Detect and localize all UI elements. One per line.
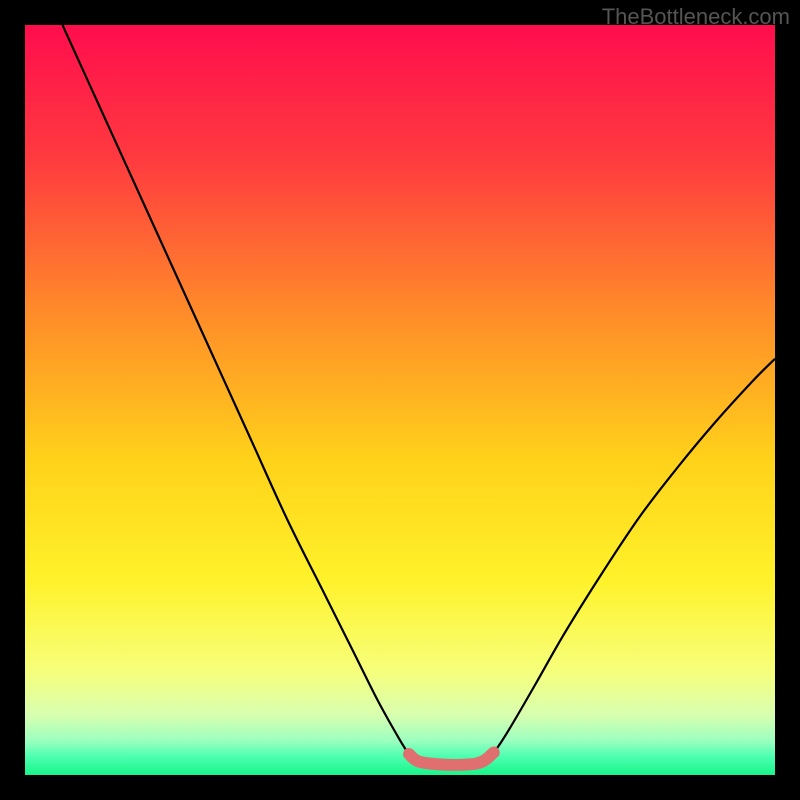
watermark-text: TheBottleneck.com <box>602 4 790 30</box>
chart-svg <box>0 0 800 800</box>
chart-background <box>25 25 775 775</box>
bottleneck-chart: TheBottleneck.com <box>0 0 800 800</box>
